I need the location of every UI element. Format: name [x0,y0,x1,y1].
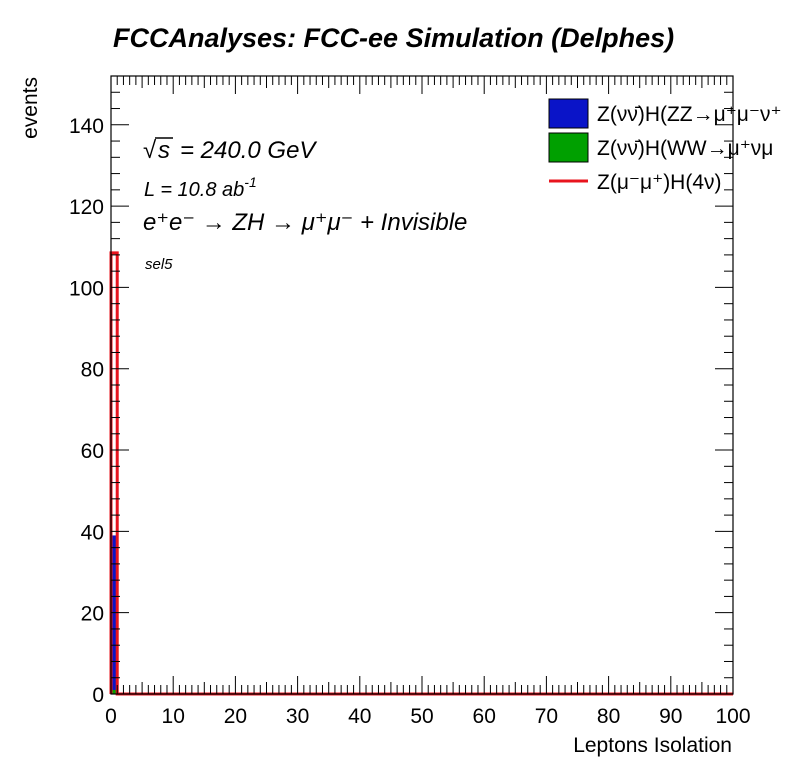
lumi-label: L = 10.8 ab-1 [144,174,257,201]
legend-label-2: Z(μ⁻μ⁺)H(4ν) [597,171,722,194]
x-axis-label: Leptons Isolation [573,734,732,757]
x-tick-label: 60 [473,705,496,728]
y-tick-label: 80 [81,359,104,382]
x-tick-label: 50 [410,705,433,728]
x-tick-label: 0 [105,705,117,728]
x-tick-label: 30 [286,705,309,728]
y-axis-label: events [19,77,42,139]
x-tick-label: 90 [659,705,682,728]
annotations: √ s = 240.0 GeV L = 10.8 ab-1 e⁺e⁻ → ZH … [143,137,467,273]
y-tick-label: 20 [81,603,104,626]
sqrt-symbol: √ [143,137,157,164]
legend-label-0: Z(νν̄)H(ZZ→μ⁺μ⁻ν⁺ [597,103,782,126]
histogram-bars [111,535,118,694]
plot-background [111,76,733,694]
legend-swatch-1 [548,132,589,163]
x-tick-label: 70 [535,705,558,728]
sqrt-s-label: s [158,137,170,164]
legend-label-1: Z(νν̄)H(WW→μ⁺νμ [597,137,773,160]
axes: 0 10 20 30 40 50 60 70 80 90 100 0 20 40 60 80 100 120 140 [69,75,751,728]
chart-title: FCCAnalyses: FCC-ee Simulation (Delphes) [113,23,674,53]
selection-label: sel5 [145,256,173,273]
y-tick-label: 140 [69,115,104,138]
x-tick-label: 80 [597,705,620,728]
x-tick-label: 40 [348,705,371,728]
legend: Z(νν̄)H(ZZ→μ⁺μ⁻ν⁺ Z(νν̄)H(WW→μ⁺νμ Z(μ⁻μ⁺)H… [548,98,782,194]
x-tick-label: 100 [715,705,750,728]
y-tick-label: 120 [69,196,104,219]
y-tick-label: 40 [81,521,104,544]
energy-label: = 240.0 GeV [180,137,317,164]
x-tick-label: 20 [224,705,247,728]
bar-0-0 [111,535,118,694]
legend-swatch-0 [548,98,589,129]
bar-1-0 [111,689,118,694]
process-label: e⁺e⁻ → ZH → μ⁺μ⁻ + Invisible [143,209,467,236]
y-tick-label: 0 [92,684,104,707]
y-tick-label: 100 [69,277,104,300]
plot-area [111,76,733,694]
x-tick-label: 10 [162,705,185,728]
y-tick-label: 60 [81,440,104,463]
